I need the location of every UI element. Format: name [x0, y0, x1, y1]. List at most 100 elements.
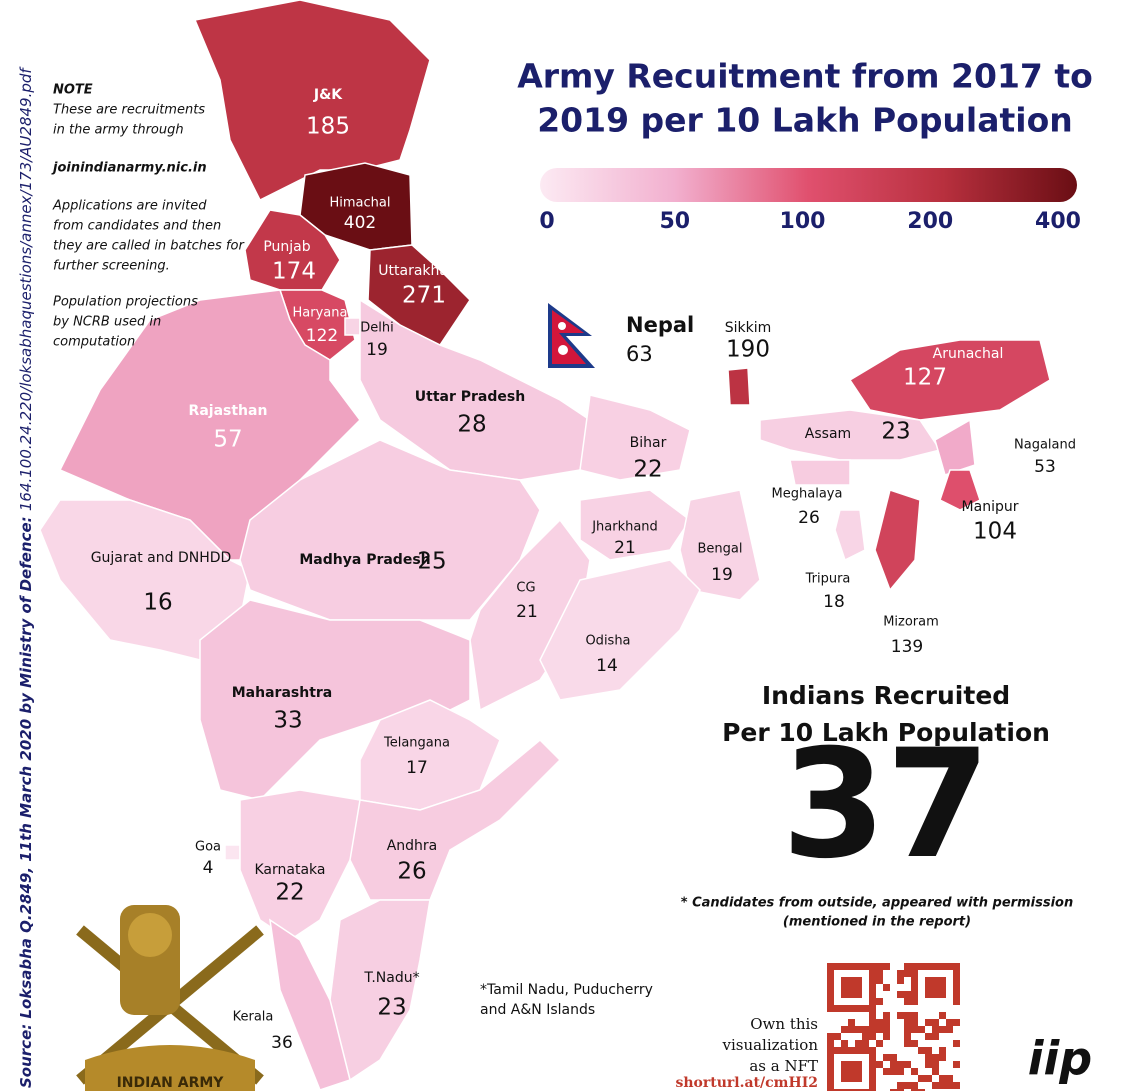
region-value: 185: [306, 114, 350, 140]
qr-cell: [848, 984, 855, 991]
qr-cell: [876, 1019, 883, 1026]
qr-cell: [911, 970, 918, 977]
qr-cell: [904, 1019, 911, 1026]
legend-bar: [540, 168, 1077, 202]
footnote: (mentioned in the report): [783, 915, 971, 930]
qr-cell: [953, 1082, 960, 1089]
qr-cell: [841, 1061, 848, 1068]
qr-cell: [946, 1026, 953, 1033]
qr-cell: [946, 963, 953, 970]
tn-note: *Tamil Nadu, Puducherry: [480, 982, 653, 998]
region-name: Bihar: [630, 435, 667, 451]
region-value: 18: [823, 592, 845, 612]
qr-cell: [869, 998, 876, 1005]
qr-cell: [890, 1068, 897, 1075]
qr-cell: [883, 1054, 890, 1061]
qr-cell: [939, 1054, 946, 1061]
qr-cell: [848, 1005, 855, 1012]
region-name: Tripura: [805, 572, 851, 587]
qr-cell: [932, 1061, 939, 1068]
region-name: Meghalaya: [772, 487, 843, 502]
region-value: 17: [406, 758, 428, 778]
region-value: 53: [1034, 457, 1056, 477]
qr-cell: [862, 1089, 869, 1091]
qr-cell: [911, 998, 918, 1005]
qr-cell: [932, 1019, 939, 1026]
qr-cell: [939, 1047, 946, 1054]
qr-cell: [932, 984, 939, 991]
qr-cell: [897, 1061, 904, 1068]
qr-cell: [890, 1054, 897, 1061]
note-line: These are recruitments: [53, 103, 205, 118]
qr-cell: [897, 970, 904, 977]
nft-text: visualization: [721, 1036, 818, 1054]
qr-cell: [932, 1033, 939, 1040]
qr-cell: [841, 1075, 848, 1082]
region: [874, 489, 921, 592]
qr-cell: [855, 1047, 862, 1054]
region-name: Telangana: [383, 736, 450, 751]
qr-cell: [834, 1005, 841, 1012]
region-value: 26: [798, 508, 820, 528]
region: [848, 339, 1051, 421]
region-value: 4: [203, 858, 214, 878]
qr-cell: [918, 1075, 925, 1082]
qr-cell: [939, 991, 946, 998]
qr-cell: [827, 963, 834, 970]
qr-cell: [953, 963, 960, 970]
region-value: 271: [402, 283, 446, 309]
region-value: 174: [272, 259, 316, 285]
qr-cell: [869, 1033, 876, 1040]
qr-cell: [904, 998, 911, 1005]
region-value: 22: [633, 457, 662, 483]
region: [193, 0, 431, 202]
region-value: 23: [881, 419, 910, 445]
note-line: from candidates and then: [53, 219, 221, 234]
qr-cell: [862, 1047, 869, 1054]
region-name: Delhi: [360, 321, 393, 336]
qr-cell: [869, 991, 876, 998]
qr-cell: [869, 970, 876, 977]
qr-cell: [883, 984, 890, 991]
qr-cell: [939, 1012, 946, 1019]
qr-cell: [848, 1047, 855, 1054]
region-value: 28: [457, 412, 486, 438]
qr-cell: [925, 1054, 932, 1061]
map: [39, 0, 1051, 1091]
region-name: Maharashtra: [232, 685, 333, 701]
qr-cell: [827, 1005, 834, 1012]
region-name: Punjab: [263, 239, 310, 255]
region-name: Nagaland: [1014, 438, 1076, 453]
qr-cell: [862, 1026, 869, 1033]
qr-cell: [925, 1033, 932, 1040]
qr-cell: [904, 1012, 911, 1019]
qr-cell: [869, 1054, 876, 1061]
region: [539, 559, 701, 701]
qr-cell: [855, 1068, 862, 1075]
qr-cell: [911, 984, 918, 991]
source-label: Source: Loksabha Q.2849, 11th March 2020…: [17, 511, 35, 1088]
qr-cell: [827, 970, 834, 977]
qr-cell: [827, 984, 834, 991]
qr-cell: [841, 963, 848, 970]
region-name: Haryana: [293, 306, 348, 321]
qr-cell: [827, 1047, 834, 1054]
region-value: 21: [614, 538, 636, 558]
region-name: Mizoram: [883, 615, 939, 630]
region-name: Andhra: [387, 838, 438, 854]
qr-cell: [869, 1089, 876, 1091]
qr-cell: [876, 1040, 883, 1047]
qr-cell: [827, 1040, 834, 1047]
qr-cell: [869, 1012, 876, 1019]
region: [579, 394, 691, 481]
qr-cell: [848, 1026, 855, 1033]
nft-text: as a NFT: [749, 1057, 818, 1075]
qr-cell: [904, 1040, 911, 1047]
qr-cell: [855, 1040, 862, 1047]
qr-cell: [869, 984, 876, 991]
region-name: Assam: [805, 426, 851, 442]
qr-cell: [897, 1089, 904, 1091]
region: [344, 317, 361, 336]
summary-heading: Per 10 Lakh Population: [722, 718, 1050, 747]
region: [834, 509, 866, 562]
